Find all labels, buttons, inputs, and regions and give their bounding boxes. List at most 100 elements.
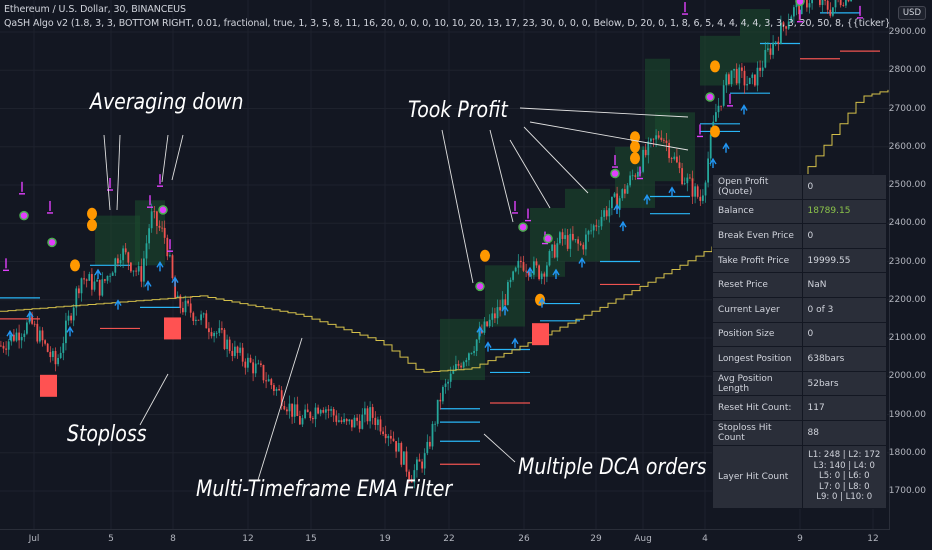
candle-body	[704, 182, 707, 196]
candle-body	[798, 2, 800, 15]
candle-body	[288, 403, 291, 412]
row-value: 638bars	[801, 346, 887, 372]
candle-body	[699, 196, 702, 201]
candle-body	[496, 307, 499, 319]
table-row: Longest Position 638bars	[712, 346, 887, 372]
layer-fill-marker	[610, 168, 620, 179]
time-axis[interactable]: Jul 5 8 12 15 19 22 26 29 Aug 4 9 12	[0, 529, 890, 550]
row-value: 19999.55	[801, 247, 887, 274]
buy-arrow	[552, 268, 560, 279]
candle-body	[834, 0, 837, 8]
candle-body	[88, 274, 91, 281]
candle-body	[140, 266, 143, 282]
candle-body	[488, 319, 491, 327]
buy-arrow	[66, 325, 74, 337]
buy-arrow	[526, 266, 534, 278]
candle-body	[247, 357, 249, 368]
candle-body	[761, 67, 764, 71]
time-tick: 22	[443, 534, 455, 544]
candle-body	[473, 351, 475, 353]
candle-body	[691, 178, 694, 197]
candle-body	[361, 414, 364, 429]
currency-button[interactable]: USD	[897, 6, 926, 20]
candle-body	[387, 435, 390, 439]
stoploss-marker	[40, 374, 57, 397]
buy-arrow	[643, 194, 651, 205]
candle-body	[314, 407, 317, 420]
candle-body	[366, 408, 369, 422]
candle-body	[286, 409, 288, 412]
price-chart[interactable]	[0, 0, 890, 530]
candle-body	[410, 479, 413, 483]
candle-body	[608, 208, 611, 217]
candle-body	[561, 232, 564, 239]
time-tick: 29	[590, 534, 602, 544]
take-profit-dot	[87, 207, 97, 220]
candle-body	[447, 381, 449, 384]
price-scale[interactable]: USD 2900.00 2800.00 2700.00 2600.00 2500.00 2…	[889, 0, 932, 530]
candle-body	[756, 67, 759, 86]
candle-body	[821, 0, 824, 5]
candle-body	[197, 319, 200, 321]
candle-body	[839, 0, 842, 6]
take-profit-dot	[630, 140, 640, 153]
candle-body	[514, 267, 517, 272]
time-tick: 4	[702, 534, 708, 544]
candle-body	[351, 419, 353, 428]
candle-body	[431, 423, 434, 447]
buy-arrow	[613, 203, 621, 214]
candle-body	[101, 279, 104, 296]
time-tick: 9	[797, 534, 803, 544]
buy-arrow	[740, 104, 748, 115]
candle-body	[371, 407, 374, 418]
indicator-header[interactable]: QaSH Algo v2 (1.8, 3, 3, BOTTOM RIGHT, 0…	[4, 18, 894, 29]
candle-body	[260, 363, 262, 365]
layer-fill-marker	[19, 210, 29, 221]
candle-body	[390, 435, 392, 439]
candle-body	[842, 5, 845, 6]
take-profit-dot	[480, 249, 490, 262]
take-profit-dot	[710, 125, 720, 138]
symbol-header[interactable]: Ethereum / U.S. Dollar, 30, BINANCEUS	[4, 4, 186, 15]
candle-body	[148, 228, 150, 244]
candle-body	[566, 235, 569, 249]
candle-body	[96, 279, 98, 282]
candle-body	[494, 313, 496, 319]
candle-body	[257, 363, 260, 365]
buy-arrow	[722, 142, 730, 153]
candle-body	[767, 48, 769, 50]
candle-body	[543, 273, 546, 277]
candle-body	[668, 142, 670, 159]
candle-body	[772, 42, 774, 55]
candle-body	[785, 26, 787, 29]
candle-body	[75, 288, 78, 308]
candle-body	[845, 0, 847, 6]
candle-body	[676, 156, 678, 163]
candle-body	[174, 278, 176, 298]
candle-body	[309, 412, 312, 419]
price-tick: 2400.00	[888, 218, 926, 229]
annotation-took-profit: Took Profit	[408, 98, 508, 123]
candle-body	[512, 271, 514, 280]
candle-body	[26, 322, 28, 334]
candle-body	[374, 417, 377, 426]
candle-body	[340, 420, 343, 423]
time-tick: 5	[108, 534, 114, 544]
layer-fill-marker	[795, 0, 805, 7]
row-label: Stoploss Hit Count	[712, 419, 803, 446]
candle-body	[421, 461, 423, 469]
candle-body	[166, 237, 169, 257]
candle-body	[208, 328, 210, 333]
candle-body	[618, 198, 621, 210]
table-row: Open Profit (Quote) 0	[712, 174, 887, 200]
candle-body	[631, 175, 634, 177]
take-profit-dot	[70, 259, 80, 272]
time-tick: 15	[305, 534, 317, 544]
candle-body	[556, 243, 559, 258]
candle-body	[819, 0, 821, 5]
table-row: Current Layer 0 of 3	[712, 296, 887, 323]
candle-body	[306, 409, 309, 413]
candle-body	[525, 270, 527, 272]
candle-body	[5, 348, 7, 350]
annotation-dca-orders: Multiple DCA orders	[518, 455, 707, 480]
